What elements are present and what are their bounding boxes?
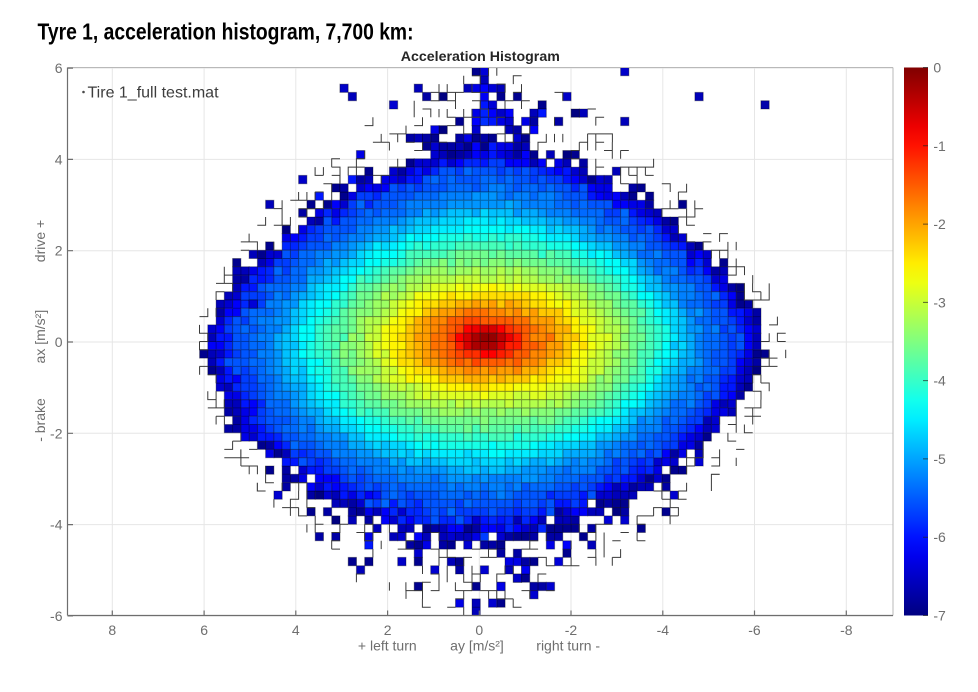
svg-text:6: 6 <box>200 622 208 638</box>
svg-text:-4: -4 <box>657 622 670 638</box>
svg-text:-6: -6 <box>748 622 761 638</box>
svg-text:-2: -2 <box>50 425 63 441</box>
svg-text:0: 0 <box>475 622 483 638</box>
svg-text:+ left turn: + left turn <box>358 638 417 654</box>
svg-text:-2: -2 <box>933 216 946 232</box>
svg-text:right turn -: right turn - <box>536 638 600 654</box>
svg-text:ay [m/s²]: ay [m/s²] <box>450 638 504 654</box>
svg-text:-7: -7 <box>933 608 946 624</box>
svg-text:4: 4 <box>55 151 63 167</box>
svg-text:0: 0 <box>933 60 941 76</box>
svg-text:-5: -5 <box>933 451 946 467</box>
svg-text:-4: -4 <box>933 373 946 389</box>
svg-text:6: 6 <box>55 60 63 76</box>
svg-text:-1: -1 <box>933 138 946 154</box>
svg-text:-8: -8 <box>840 622 853 638</box>
svg-text:Tyre 1, acceleration histogram: Tyre 1, acceleration histogram, 7,700 km… <box>38 19 414 45</box>
svg-text:-2: -2 <box>565 622 578 638</box>
svg-text:ax [m/s²]: ax [m/s²] <box>32 310 48 364</box>
svg-text:2: 2 <box>55 243 63 259</box>
svg-text:-3: -3 <box>933 294 946 310</box>
svg-text:Acceleration Histogram: Acceleration Histogram <box>401 48 560 64</box>
svg-text:- brake: - brake <box>32 398 48 442</box>
svg-text:4: 4 <box>292 622 300 638</box>
svg-text:-6: -6 <box>933 529 946 545</box>
svg-text:-4: -4 <box>50 517 63 533</box>
svg-text:0: 0 <box>55 334 63 350</box>
svg-text:Tire 1_full test.mat: Tire 1_full test.mat <box>88 85 220 102</box>
svg-text:8: 8 <box>108 622 116 638</box>
svg-text:-6: -6 <box>50 608 63 624</box>
svg-text:2: 2 <box>384 622 392 638</box>
svg-text:drive +: drive + <box>32 220 48 262</box>
